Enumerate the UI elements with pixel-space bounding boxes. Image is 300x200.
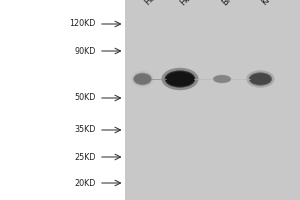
Ellipse shape — [213, 75, 231, 83]
Text: 120KD: 120KD — [70, 20, 96, 28]
Text: 35KD: 35KD — [75, 126, 96, 134]
Text: 20KD: 20KD — [75, 178, 96, 188]
Ellipse shape — [133, 73, 152, 85]
Ellipse shape — [165, 70, 195, 88]
Bar — [124, 0, 300, 200]
Ellipse shape — [249, 72, 272, 86]
Text: HepG2: HepG2 — [142, 0, 169, 7]
Text: 50KD: 50KD — [75, 94, 96, 102]
Ellipse shape — [213, 75, 231, 83]
Text: 25KD: 25KD — [74, 152, 96, 162]
Ellipse shape — [166, 72, 194, 86]
Ellipse shape — [250, 73, 271, 85]
Ellipse shape — [131, 71, 154, 87]
Ellipse shape — [246, 70, 274, 88]
Ellipse shape — [161, 68, 199, 90]
Text: Brain: Brain — [220, 0, 243, 7]
Text: 90KD: 90KD — [75, 46, 96, 55]
Ellipse shape — [134, 73, 151, 84]
Text: Kidney: Kidney — [260, 0, 286, 7]
Ellipse shape — [211, 73, 233, 85]
Text: Heart: Heart — [178, 0, 202, 7]
